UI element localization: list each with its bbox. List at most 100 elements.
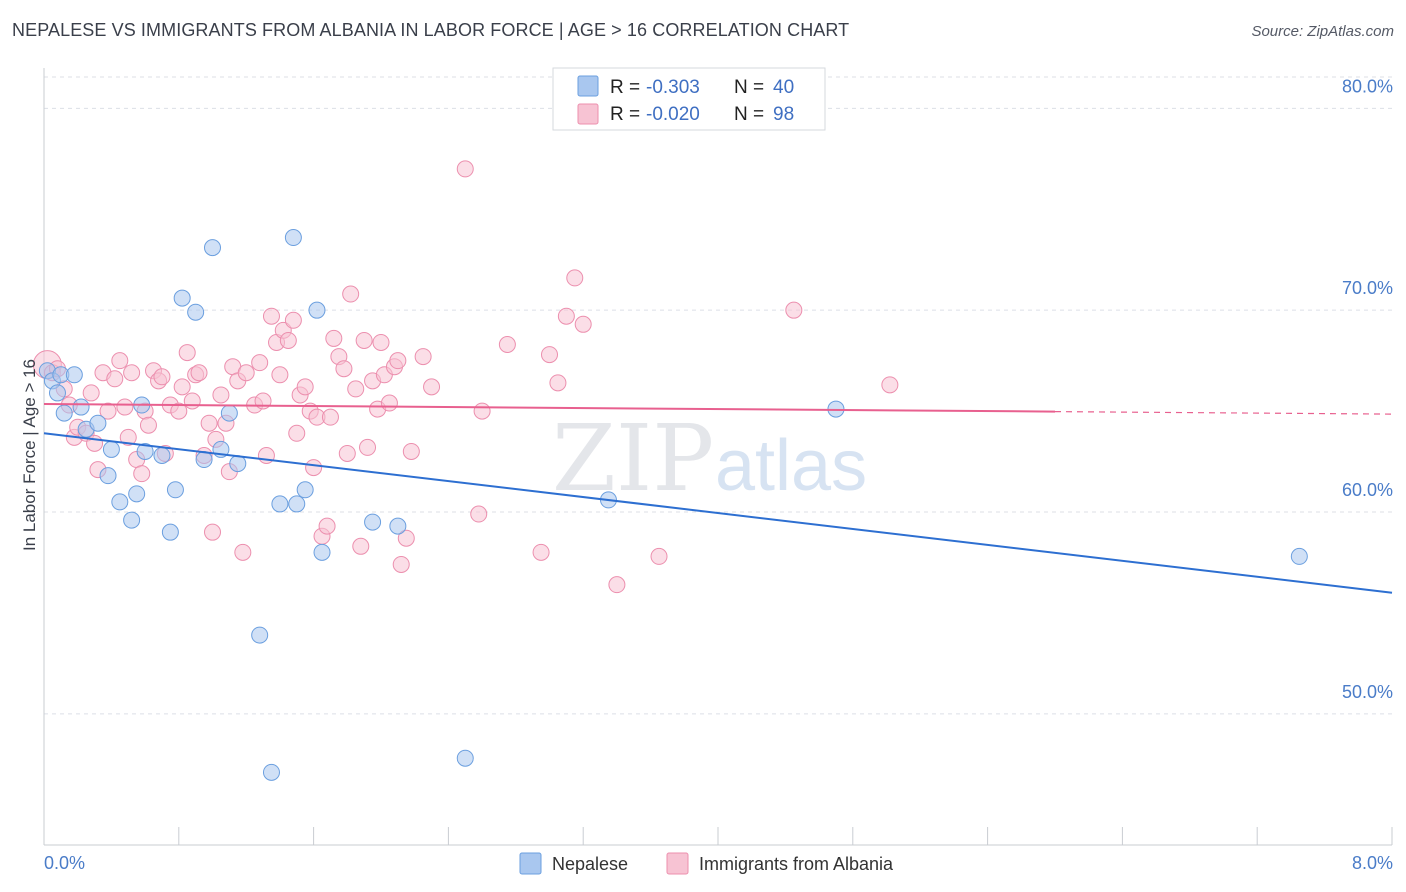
point-albania-52 bbox=[279, 331, 297, 349]
point-albania-19 bbox=[133, 465, 151, 483]
point-nepalese-36 bbox=[456, 749, 474, 767]
legend-swatch-albania bbox=[666, 852, 689, 875]
point-albania-96 bbox=[785, 301, 803, 319]
point-nepalese-33 bbox=[308, 301, 326, 319]
stats-swatch-nepalese bbox=[577, 75, 599, 97]
y-axis-label: In Labor Force | Age > 16 bbox=[20, 359, 39, 551]
point-albania-79 bbox=[392, 555, 410, 573]
point-albania-53 bbox=[284, 311, 302, 329]
axes: 50.0% 60.0% 70.0% 80.0% 0.0% 8.0% bbox=[43, 68, 1393, 873]
point-nepalese-24 bbox=[220, 404, 238, 422]
y-tick-label-50: 50.0% bbox=[1342, 682, 1393, 702]
stats-r-label-nepalese: R = bbox=[610, 77, 640, 98]
point-albania-88 bbox=[532, 543, 550, 561]
trend-line-nepalese bbox=[43, 432, 1393, 594]
point-nepalese-21 bbox=[195, 451, 213, 469]
stats-n-label-nepalese: N = bbox=[734, 77, 764, 98]
point-albania-61 bbox=[318, 517, 336, 535]
point-albania-80 bbox=[397, 529, 415, 547]
point-nepalese-17 bbox=[161, 523, 179, 541]
point-albania-62 bbox=[321, 408, 339, 426]
chart-title: NEPALESE VS IMMIGRANTS FROM ALBANIA IN L… bbox=[12, 20, 850, 40]
point-albania-89 bbox=[541, 346, 558, 364]
point-albania-37 bbox=[212, 386, 230, 404]
point-albania-97 bbox=[881, 376, 899, 394]
point-albania-83 bbox=[423, 378, 441, 396]
point-albania-85 bbox=[470, 505, 488, 523]
point-albania-81 bbox=[402, 442, 420, 460]
data-points bbox=[32, 160, 1308, 781]
point-albania-50 bbox=[271, 366, 289, 384]
point-nepalese-35 bbox=[389, 517, 407, 535]
trend-lines bbox=[43, 403, 1393, 594]
y-tick-label-80: 80.0% bbox=[1342, 76, 1393, 96]
point-albania-14 bbox=[111, 352, 129, 370]
point-nepalese-19 bbox=[173, 289, 191, 307]
point-albania-70 bbox=[355, 331, 373, 349]
point-albania-12 bbox=[99, 402, 117, 420]
trend-line-albania-extension bbox=[1054, 410, 1393, 415]
point-albania-90 bbox=[549, 374, 567, 392]
point-albania-17 bbox=[123, 364, 141, 382]
point-albania-56 bbox=[296, 378, 314, 396]
stats-n-label-albania: N = bbox=[734, 104, 764, 125]
point-albania-76 bbox=[380, 394, 398, 412]
point-nepalese-15 bbox=[123, 511, 141, 529]
point-albania-28 bbox=[173, 378, 191, 396]
point-albania-94 bbox=[608, 576, 626, 594]
stats-r-label-albania: R = bbox=[610, 104, 640, 125]
stats-swatch-albania bbox=[577, 103, 599, 125]
point-albania-78 bbox=[389, 352, 407, 370]
y-tick-label-70: 70.0% bbox=[1342, 278, 1393, 298]
point-albania-43 bbox=[237, 364, 255, 382]
trend-line-albania bbox=[43, 403, 1056, 413]
watermark: ZIP atlas bbox=[552, 405, 867, 512]
point-nepalese-12 bbox=[128, 485, 146, 503]
point-albania-32 bbox=[190, 364, 208, 382]
point-nepalese-27 bbox=[262, 763, 280, 781]
stats-legend: R = -0.303 N = 40 R = -0.020 N = 98 bbox=[552, 67, 826, 131]
point-nepalese-11 bbox=[111, 493, 129, 511]
point-albania-30 bbox=[183, 392, 201, 410]
point-nepalese-22 bbox=[204, 239, 221, 257]
point-albania-24 bbox=[153, 368, 171, 386]
point-nepalese-26 bbox=[251, 626, 269, 644]
point-albania-74 bbox=[372, 333, 390, 351]
point-nepalese-30 bbox=[288, 495, 306, 513]
point-nepalese-34 bbox=[364, 513, 382, 531]
grid bbox=[44, 76, 1392, 715]
point-nepalese-25 bbox=[229, 455, 247, 473]
point-nepalese-32 bbox=[313, 543, 331, 561]
legend-swatch-nepalese bbox=[519, 852, 542, 875]
point-albania-42 bbox=[234, 543, 252, 561]
point-albania-67 bbox=[342, 285, 360, 303]
point-nepalese-29 bbox=[284, 229, 302, 247]
point-nepalese-10 bbox=[99, 467, 117, 485]
point-albania-21 bbox=[139, 416, 157, 434]
point-albania-63 bbox=[325, 329, 343, 347]
point-albania-95 bbox=[650, 547, 668, 565]
point-albania-68 bbox=[347, 380, 365, 398]
point-nepalese-2 bbox=[48, 384, 66, 402]
point-nepalese-9 bbox=[102, 440, 120, 458]
point-nepalese-31 bbox=[296, 481, 314, 499]
point-albania-91 bbox=[557, 307, 575, 325]
point-albania-48 bbox=[262, 307, 280, 325]
point-albania-34 bbox=[200, 414, 218, 432]
stats-r-value-nepalese: -0.303 bbox=[646, 77, 700, 98]
point-nepalese-4 bbox=[55, 404, 73, 422]
point-nepalese-14 bbox=[136, 442, 154, 460]
point-albania-69 bbox=[352, 537, 370, 555]
stats-n-value-albania: 98 bbox=[773, 104, 794, 125]
point-nepalese-16 bbox=[153, 446, 171, 464]
point-albania-86 bbox=[473, 402, 491, 420]
point-nepalese-28 bbox=[271, 495, 289, 513]
point-albania-84 bbox=[456, 160, 474, 178]
y-tick-label-60: 60.0% bbox=[1342, 480, 1393, 500]
point-nepalese-39 bbox=[1290, 547, 1308, 565]
point-albania-16 bbox=[119, 428, 137, 446]
point-albania-92 bbox=[566, 269, 584, 287]
point-albania-82 bbox=[414, 348, 432, 366]
point-nepalese-18 bbox=[166, 481, 184, 499]
